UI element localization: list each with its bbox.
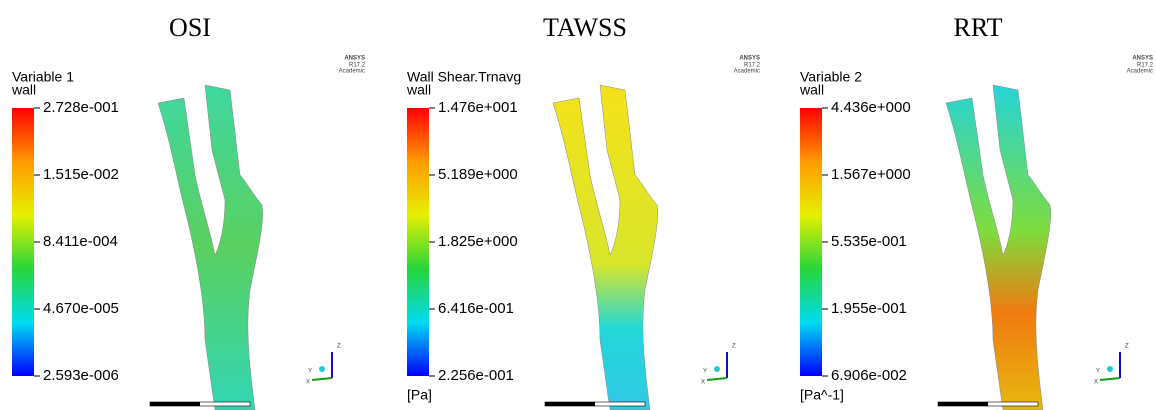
color-bar-label: 1.825e+000 bbox=[438, 233, 518, 250]
color-bar-label: 1.476e+001 bbox=[438, 99, 518, 116]
legend-title: Variable 2 bbox=[800, 69, 862, 85]
color-bar-label: 2.593e-006 bbox=[43, 367, 119, 384]
axis-x bbox=[311, 377, 333, 381]
axis-z-label: Z bbox=[1125, 344, 1129, 350]
axis-y bbox=[319, 366, 325, 372]
brand-version: R17.2 bbox=[1137, 63, 1154, 69]
color-bar-label: 5.535e-001 bbox=[831, 233, 907, 250]
legend-unit: [Pa] bbox=[407, 387, 432, 403]
brand-name: ANSYS bbox=[1132, 56, 1153, 62]
color-bar-label: 6.906e-002 bbox=[831, 367, 907, 384]
color-bar bbox=[800, 108, 822, 376]
axis-x bbox=[1099, 377, 1121, 381]
brand-version: R17.2 bbox=[349, 63, 366, 69]
panel-title: RRT bbox=[953, 13, 1002, 42]
color-bar-label: 6.416e-001 bbox=[438, 300, 514, 317]
axis-y-label: Y bbox=[308, 369, 312, 375]
color-bar-label: 4.670e-005 bbox=[43, 300, 119, 317]
color-bar-label: 8.411e-004 bbox=[43, 233, 118, 250]
vessel-geometry bbox=[157, 84, 263, 410]
axis-x bbox=[706, 377, 728, 381]
panel-title: TAWSS bbox=[543, 13, 627, 42]
scale-bar-fill bbox=[938, 402, 988, 406]
axis-y bbox=[714, 366, 720, 372]
legend-location: wall bbox=[799, 82, 824, 98]
brand-name: ANSYS bbox=[344, 56, 365, 62]
axis-y-label: Y bbox=[1096, 369, 1100, 375]
vessel-geometry bbox=[552, 84, 658, 410]
brand-edition: Academic bbox=[339, 69, 365, 75]
scale-bar-fill bbox=[545, 402, 595, 406]
color-bar-label: 5.189e+000 bbox=[438, 166, 518, 183]
vessel-geometry bbox=[945, 84, 1051, 410]
axis-z-label: Z bbox=[337, 344, 341, 350]
brand-edition: Academic bbox=[734, 69, 760, 75]
legend-title: Variable 1 bbox=[12, 69, 74, 85]
scale-bar-fill bbox=[150, 402, 200, 406]
color-bar-label: 4.436e+000 bbox=[831, 99, 911, 116]
legend-location: wall bbox=[11, 82, 36, 98]
color-bar bbox=[407, 108, 429, 376]
brand-name: ANSYS bbox=[739, 56, 760, 62]
brand-version: R17.2 bbox=[744, 63, 761, 69]
axis-y-label: Y bbox=[703, 369, 707, 375]
axis-z-label: Z bbox=[732, 344, 736, 350]
axis-x-label: X bbox=[306, 380, 310, 386]
brand-edition: Academic bbox=[1127, 69, 1153, 75]
color-bar-label: 1.567e+000 bbox=[831, 166, 911, 183]
color-bar-label: 2.256e-001 bbox=[438, 367, 514, 384]
axis-x-label: X bbox=[701, 380, 705, 386]
legend-location: wall bbox=[406, 82, 431, 98]
color-bar bbox=[12, 108, 34, 376]
panel-title: OSI bbox=[169, 13, 211, 42]
color-bar-label: 2.728e-001 bbox=[43, 99, 119, 116]
color-bar-label: 1.955e-001 bbox=[831, 300, 907, 317]
axis-x-label: X bbox=[1094, 380, 1098, 386]
color-bar-label: 1.515e-002 bbox=[43, 166, 119, 183]
legend-unit: [Pa^-1] bbox=[800, 387, 844, 403]
legend-title: Wall Shear.Trnavg bbox=[407, 69, 521, 85]
axis-y bbox=[1107, 366, 1113, 372]
